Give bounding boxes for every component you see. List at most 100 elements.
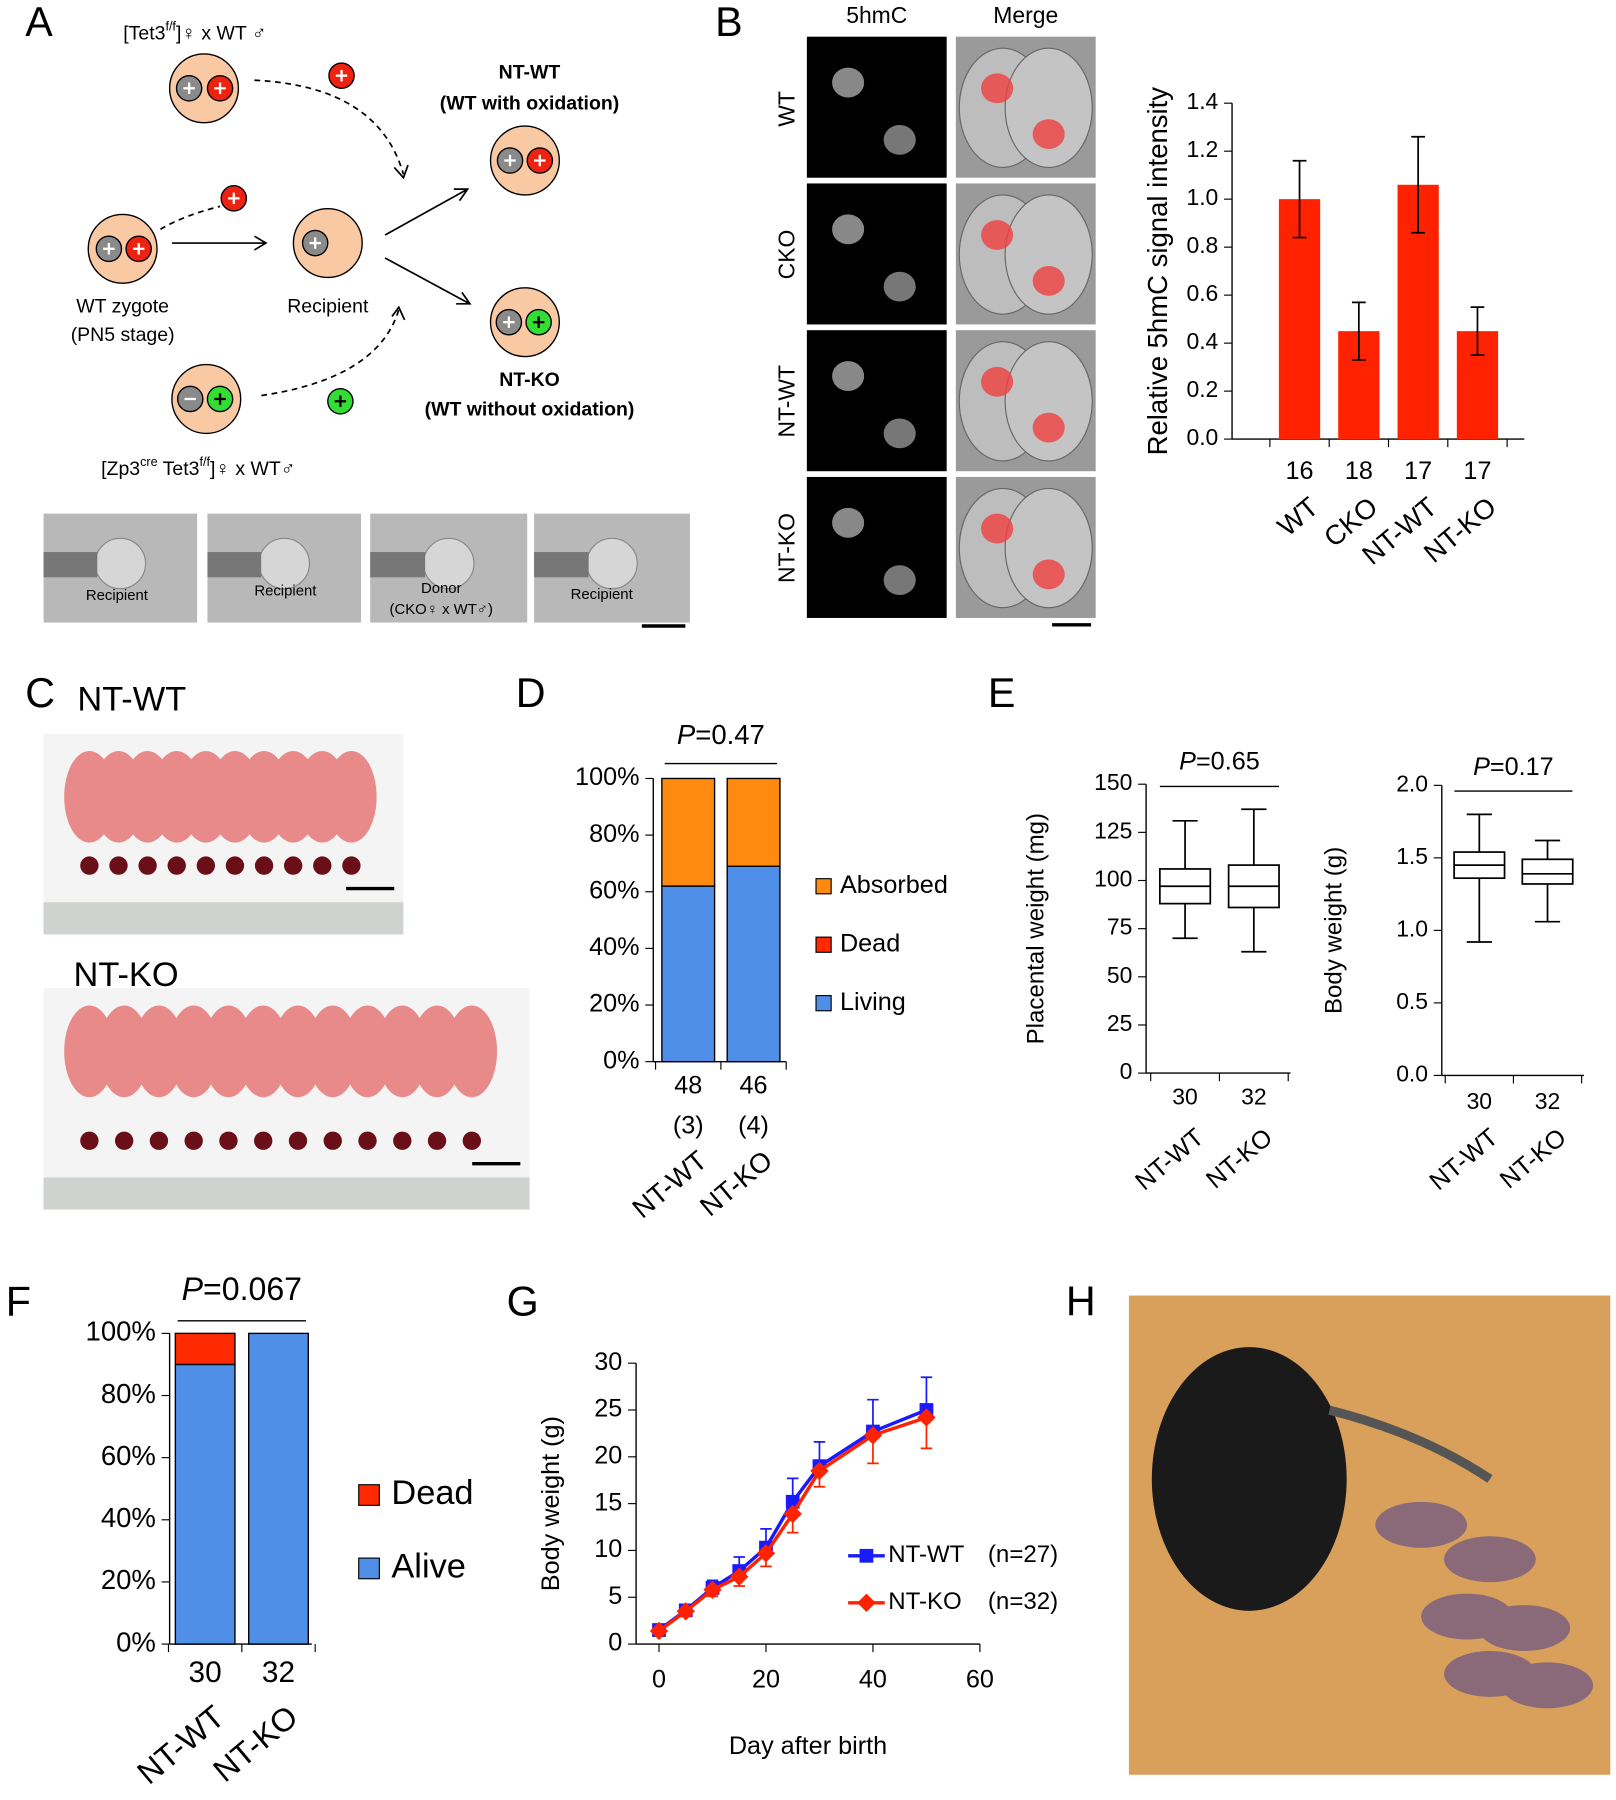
legend-label: Absorbed [840, 871, 948, 899]
label: WT zygote [76, 295, 169, 317]
y-tick-label: 80% [101, 1378, 156, 1409]
y-tick-label: 1.0 [1396, 915, 1428, 941]
whisker-low [1466, 878, 1492, 943]
y-tick-label: 0 [608, 1629, 622, 1657]
placenta [109, 856, 128, 875]
y-tick-label: 20% [101, 1564, 156, 1595]
micrograph-5hmc [806, 330, 947, 472]
legend-swatch [358, 1557, 380, 1580]
nucleus [832, 214, 865, 245]
x-tick-label: NT-KO [1495, 1123, 1572, 1194]
y-tick-label: 0.8 [1186, 232, 1218, 258]
y-tick-label: 25 [1107, 1010, 1132, 1036]
nucleus [883, 418, 916, 449]
panel-letters: A B C D E F G H [6, 0, 1096, 1325]
x-tick-label: NT-KO [694, 1144, 778, 1222]
pup [272, 1005, 324, 1098]
label: NT-WT [77, 681, 186, 719]
y-tick-label: 100% [86, 1316, 156, 1347]
pipette [43, 552, 98, 578]
y-tick-label: 50 [1107, 962, 1132, 988]
y-tick-label: 0.0 [1186, 424, 1218, 450]
n-sub-label: (3) [673, 1112, 704, 1140]
nucleus [981, 73, 1014, 104]
p-value: P=0.47 [677, 719, 765, 750]
legend-label: NT-WT [888, 1541, 964, 1568]
placenta [138, 856, 157, 875]
y-tick-label: 0.2 [1186, 376, 1218, 402]
whisker-high [1534, 839, 1561, 860]
y-axis-label: Body weight (g) [537, 1416, 565, 1591]
label: NT-KO [499, 369, 560, 391]
y-tick-label: 25 [594, 1395, 622, 1423]
legend-label: Dead [840, 929, 900, 957]
cell [1004, 47, 1093, 168]
whisker-low [1241, 907, 1267, 953]
arrow [171, 235, 268, 251]
x-tick-label: WT [1271, 491, 1324, 542]
pup [168, 1005, 219, 1098]
pipette [370, 552, 426, 578]
y-tick-label: 60% [589, 876, 639, 904]
legend-label: Living [840, 988, 906, 1016]
box [1521, 858, 1574, 885]
pup [307, 1005, 358, 1098]
placenta [462, 1131, 481, 1150]
y-axis-label: Body weight (g) [1321, 847, 1348, 1014]
arrow [254, 79, 405, 175]
legend-n: (n=27) [988, 1541, 1058, 1568]
p-italic: P [182, 1272, 204, 1308]
x-tick-label: 20 [752, 1665, 780, 1693]
pup [326, 750, 377, 843]
nucleus [981, 220, 1014, 250]
column-label: 5hmC [846, 2, 907, 28]
n-label: 32 [1241, 1083, 1266, 1109]
placenta [427, 1131, 447, 1150]
x-tick-label: NT-KO [1201, 1123, 1278, 1194]
whisker-high [1241, 808, 1267, 866]
placenta [254, 856, 274, 875]
x-tick-label: NT-WT [130, 1698, 231, 1791]
panel-letter: F [6, 1279, 31, 1325]
bar-segment [661, 777, 716, 887]
nucleus [883, 565, 916, 596]
nucleus [1032, 412, 1065, 443]
x-axis-label: Day after birth [729, 1732, 887, 1760]
p-value: P=0.65 [1179, 747, 1260, 775]
arrow [261, 309, 400, 397]
y-tick-label: 60% [101, 1440, 156, 1471]
n-label: 32 [262, 1656, 295, 1689]
y-tick-label: 100 [1094, 866, 1132, 892]
text-segment: ]♀ x WT♂ [210, 458, 295, 480]
marker [676, 1602, 695, 1621]
placenta [288, 1131, 308, 1150]
oocyte [94, 537, 147, 590]
placenta [149, 1131, 169, 1150]
n-label: 32 [1535, 1088, 1560, 1114]
pup [342, 1005, 393, 1098]
x-tick-label: NT-WT [1130, 1123, 1209, 1196]
bar-segment [248, 1332, 309, 1645]
y-tick-label: 30 [594, 1348, 622, 1376]
y-tick-label: 0% [116, 1626, 156, 1657]
y-tick-label: 2.0 [1396, 770, 1428, 796]
legend-swatch [815, 995, 832, 1012]
panel-letter: D [516, 670, 546, 716]
micrograph-labels: Recipient Recipient Donor (CKO♀ x WT♂) R… [86, 581, 634, 618]
n-label: 16 [1286, 457, 1314, 485]
pup [1421, 1593, 1513, 1640]
y-tick-label: 0.5 [1396, 988, 1428, 1014]
x-tick-label: NT-WT [626, 1144, 713, 1224]
label: Recipient [254, 584, 317, 600]
error-bar [1470, 306, 1485, 356]
photos [43, 36, 1611, 1775]
y-tick-label: 40% [101, 1502, 156, 1533]
n-label: 30 [1467, 1088, 1492, 1114]
p-text: =0.47 [695, 719, 765, 750]
bar-segment [174, 1332, 236, 1366]
bar-segment [661, 885, 716, 1063]
error-bar [1292, 159, 1307, 239]
p-italic: P [1473, 753, 1490, 781]
legend-n: (n=32) [988, 1588, 1058, 1615]
cell [489, 287, 560, 358]
